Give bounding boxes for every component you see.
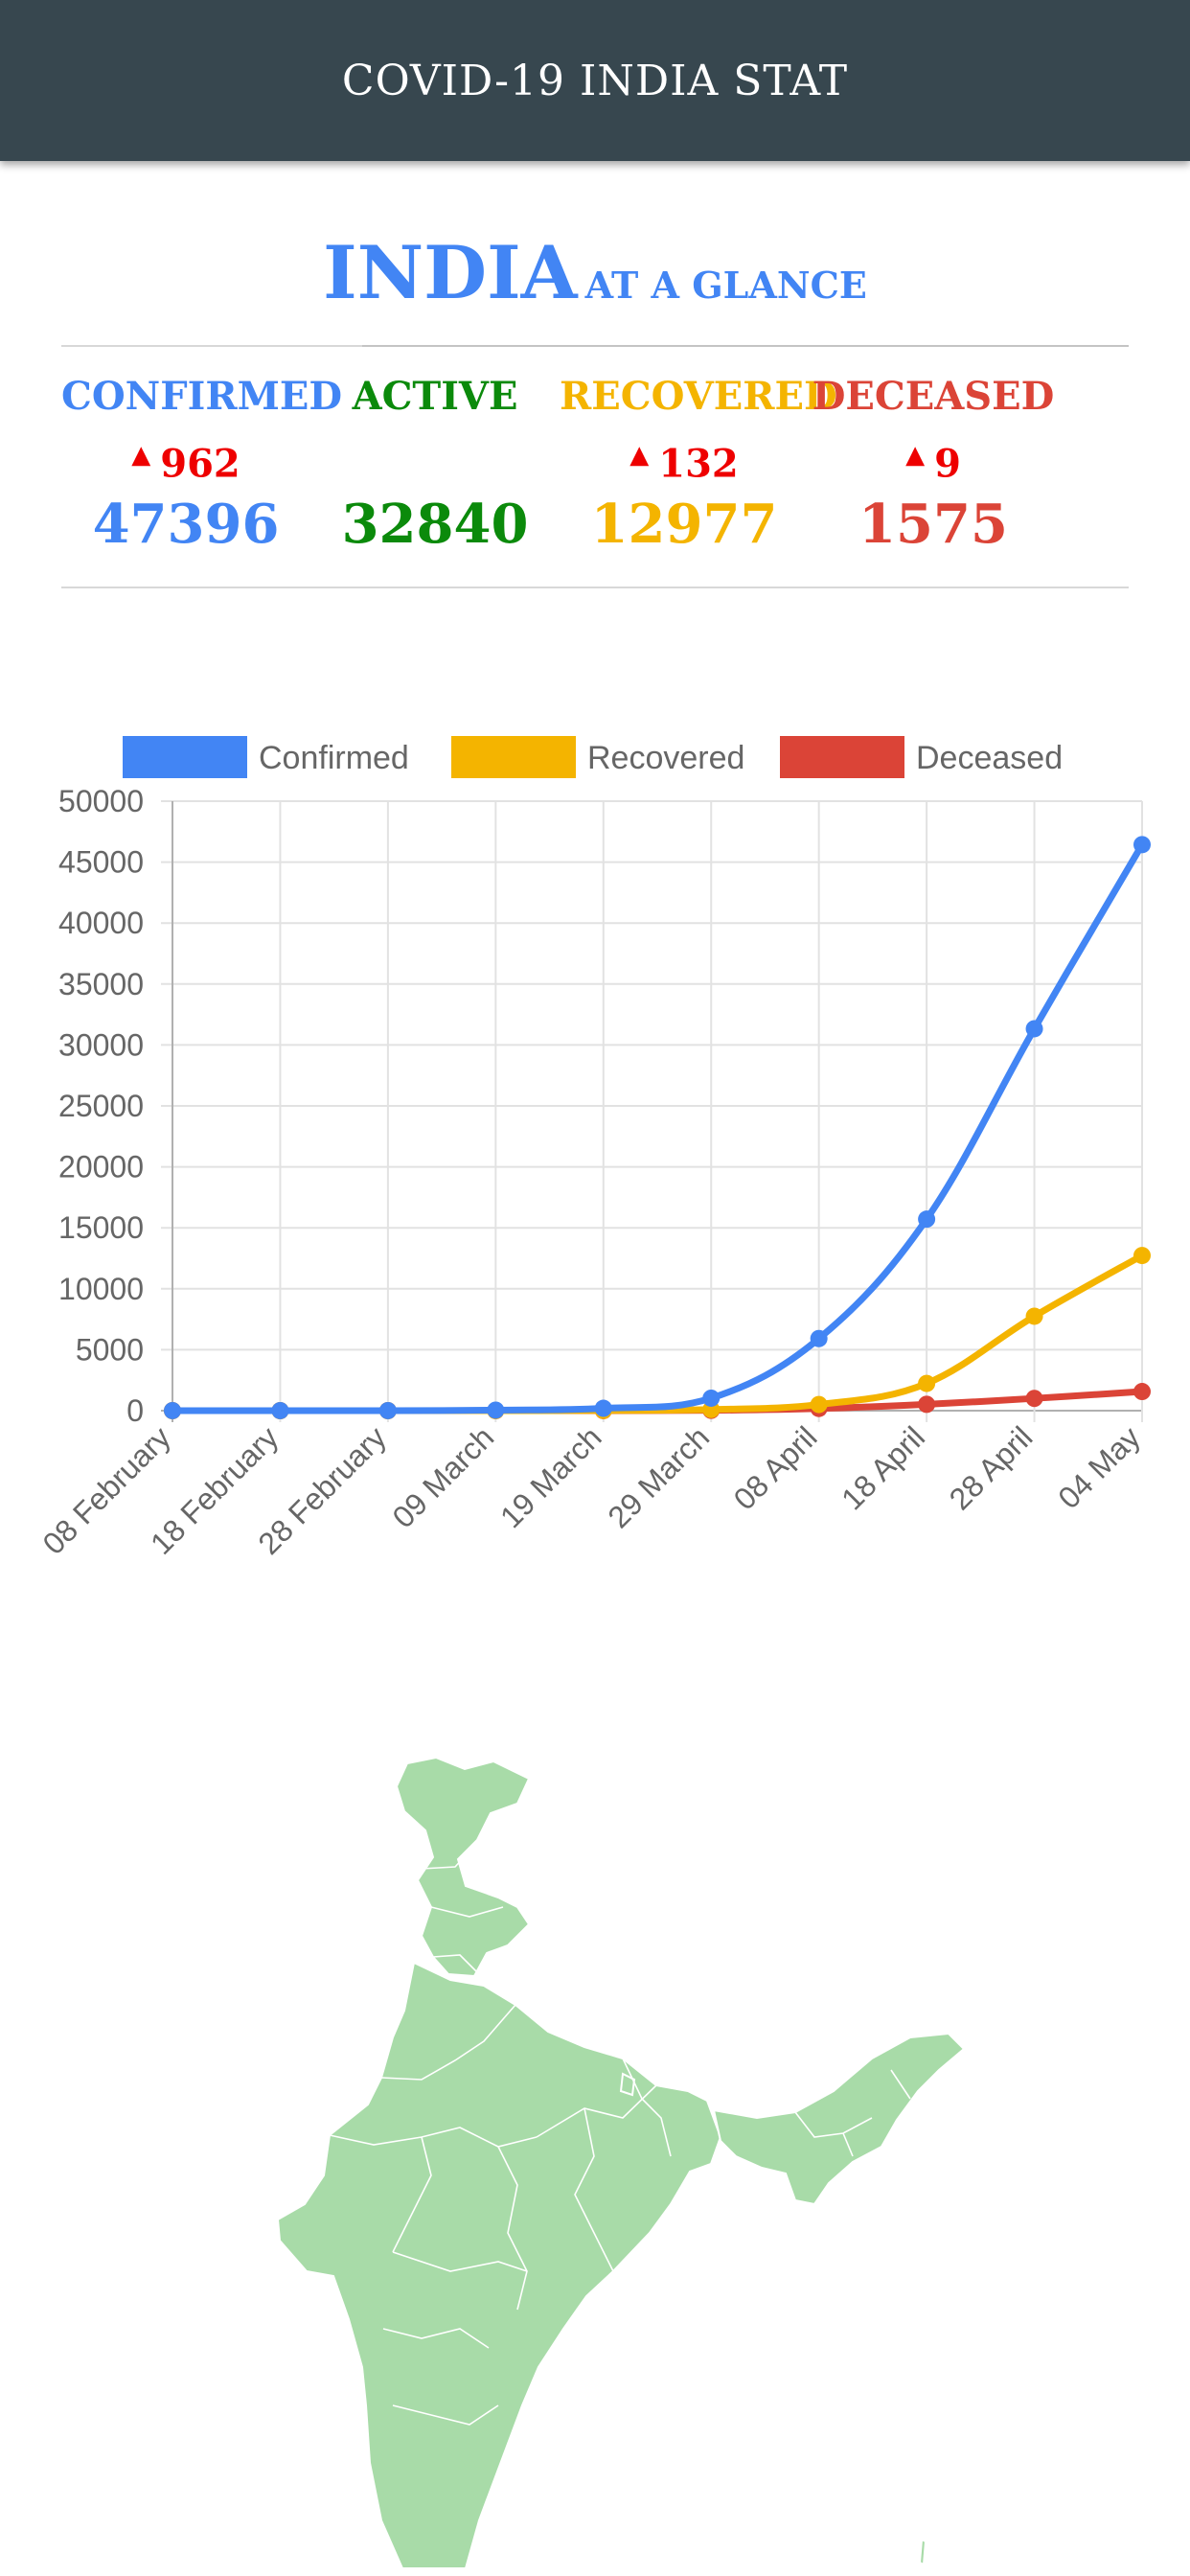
x-tick-label: 08 April (727, 1419, 824, 1516)
legend-label[interactable]: Deceased (916, 740, 1063, 776)
glance-heading: INDIA AT A GLANCE (0, 230, 1190, 315)
stat-label: DECEASED (812, 374, 1055, 419)
y-tick-label: 35000 (58, 967, 144, 1001)
data-point-recovered[interactable] (1025, 1307, 1043, 1325)
data-point-recovered[interactable] (918, 1374, 936, 1392)
x-tick-label: 28 April (943, 1419, 1040, 1516)
delta-up-icon: ▲ (905, 441, 926, 470)
delta-up-icon: ▲ (629, 441, 650, 470)
x-tick-label: 29 March (601, 1419, 716, 1534)
stat-active: ACTIVE 32840 (310, 372, 560, 560)
app-title: COVID-19 INDIA STAT (341, 56, 849, 105)
x-tick-label: 18 April (835, 1419, 931, 1516)
data-point-confirmed[interactable] (594, 1399, 612, 1417)
y-tick-label: 10000 (58, 1272, 144, 1306)
stat-value: 12977 (590, 493, 778, 556)
stat-delta (310, 422, 560, 489)
stat-label: RECOVERED (560, 374, 837, 419)
legend-label[interactable]: Confirmed (259, 740, 409, 776)
divider-bottom (61, 586, 1129, 588)
data-point-confirmed[interactable] (164, 1401, 181, 1419)
y-tick-label: 0 (126, 1393, 144, 1428)
y-tick-label: 20000 (58, 1150, 144, 1184)
legend-label[interactable]: Recovered (587, 740, 744, 776)
legend-swatch (123, 736, 247, 778)
y-tick-label: 40000 (58, 906, 144, 940)
data-point-recovered[interactable] (1133, 1247, 1151, 1265)
map-regions (278, 1756, 966, 2569)
stat-value: 32840 (341, 493, 529, 556)
map-region-main[interactable] (278, 1961, 722, 2569)
stats-row: CONFIRMED ▲ 962 47396 ACTIVE 32840 RECOVE… (61, 372, 1129, 560)
x-tick-label: 19 March (493, 1419, 608, 1534)
data-point-recovered[interactable] (810, 1395, 828, 1414)
divider-left (61, 345, 362, 347)
data-point-confirmed[interactable] (1025, 1020, 1043, 1038)
data-point-confirmed[interactable] (271, 1401, 289, 1419)
y-tick-label: 45000 (58, 845, 144, 880)
stat-delta: ▲ 962 (61, 422, 310, 489)
stat-label: CONFIRMED (61, 374, 343, 419)
stat-value: 47396 (92, 493, 280, 556)
x-tick-label: 04 May (1051, 1419, 1147, 1515)
app-bar: COVID-19 INDIA STAT (0, 0, 1190, 161)
map-region-lakshadweep[interactable] (918, 2538, 927, 2566)
map-region-northeast[interactable] (712, 2032, 966, 2206)
india-map (278, 1756, 966, 2569)
x-tick-label: 09 March (386, 1419, 501, 1534)
legend-swatch (780, 736, 904, 778)
series-line-recovered (169, 1252, 1146, 1414)
heading-country: INDIA (323, 230, 578, 315)
state-borders (329, 1845, 911, 2426)
legend-swatch (451, 736, 576, 778)
stat-recovered: RECOVERED ▲ 132 12977 (560, 372, 837, 560)
data-point-confirmed[interactable] (810, 1329, 828, 1347)
y-tick-label: 50000 (58, 784, 144, 818)
y-tick-label: 15000 (58, 1210, 144, 1245)
map-region-island[interactable] (619, 2072, 636, 2097)
cases-line-chart: 0 5000 10000 15000 20000 25000 30000 35000 40000… (35, 736, 1151, 1561)
y-tick-label: 25000 (58, 1089, 144, 1123)
y-tick-label: 30000 (58, 1027, 144, 1062)
delta-value: 962 (160, 441, 240, 487)
data-point-deceased[interactable] (1133, 1383, 1151, 1401)
stat-label: ACTIVE (352, 374, 518, 419)
stat-delta: ▲ 132 (560, 422, 809, 489)
heading-subtitle: AT A GLANCE (584, 264, 867, 307)
stat-deceased: DECEASED ▲ 9 1575 (809, 372, 1058, 560)
data-point-confirmed[interactable] (378, 1401, 397, 1419)
series-line-confirmed (169, 840, 1146, 1414)
data-point-deceased[interactable] (918, 1395, 936, 1414)
delta-value: 9 (934, 441, 961, 487)
delta-value: 132 (658, 441, 739, 487)
stat-confirmed: CONFIRMED ▲ 962 47396 (61, 372, 343, 560)
data-point-confirmed[interactable] (1133, 836, 1151, 854)
data-point-confirmed[interactable] (702, 1389, 721, 1407)
map-region-north[interactable] (395, 1756, 531, 1978)
stat-delta: ▲ 9 (809, 422, 1058, 489)
data-point-deceased[interactable] (1025, 1390, 1043, 1408)
data-point-confirmed[interactable] (487, 1401, 505, 1419)
stat-value: 1575 (858, 493, 1008, 556)
delta-up-icon: ▲ (131, 441, 151, 470)
y-tick-label: 5000 (76, 1332, 144, 1367)
divider-top (362, 345, 1129, 347)
data-point-confirmed[interactable] (918, 1210, 936, 1229)
